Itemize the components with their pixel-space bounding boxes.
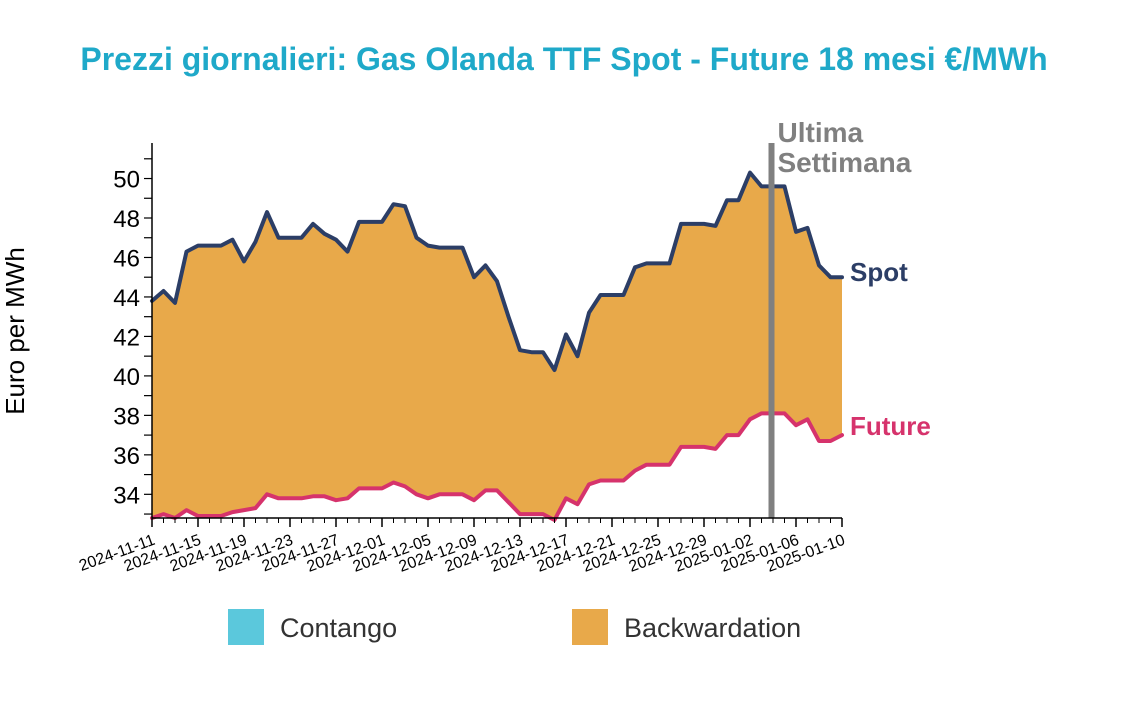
y-tick-label: 38	[113, 403, 140, 430]
backwardation-area	[152, 172, 842, 520]
y-tick-label: 34	[113, 482, 140, 509]
legend-swatch-backwardation	[572, 609, 608, 645]
y-axis-label: Euro per MWh	[0, 247, 30, 415]
plot-area: Ultima Settimana 3436384042444648502024-…	[77, 117, 931, 576]
y-tick-label: 44	[113, 285, 140, 312]
legend-label-backwardation: Backwardation	[624, 613, 801, 643]
legend-label-contango: Contango	[280, 613, 397, 643]
series-line-future	[150, 411, 844, 522]
y-tick-label: 36	[113, 443, 140, 470]
series-line-spot	[150, 170, 844, 372]
y-tick-label: 40	[113, 364, 140, 391]
y-tick-label: 42	[113, 324, 140, 351]
series-label-future: Future	[850, 411, 931, 441]
legend-swatch-contango	[228, 609, 264, 645]
last-week-label-line1: Ultima	[778, 117, 864, 148]
last-week-label-line2: Settimana	[778, 147, 912, 178]
series-labels: Spot Future	[850, 257, 931, 441]
series-lines	[150, 170, 844, 522]
last-week-marker: Ultima Settimana	[768, 117, 912, 518]
y-tick-label: 50	[113, 167, 140, 194]
y-tick-label: 48	[113, 206, 140, 233]
area-fills	[152, 172, 842, 520]
series-label-spot: Spot	[850, 257, 908, 287]
legend: Contango Backwardation	[228, 609, 801, 645]
y-tick-label: 46	[113, 245, 140, 272]
chart-title: Prezzi giornalieri: Gas Olanda TTF Spot …	[80, 41, 1047, 77]
